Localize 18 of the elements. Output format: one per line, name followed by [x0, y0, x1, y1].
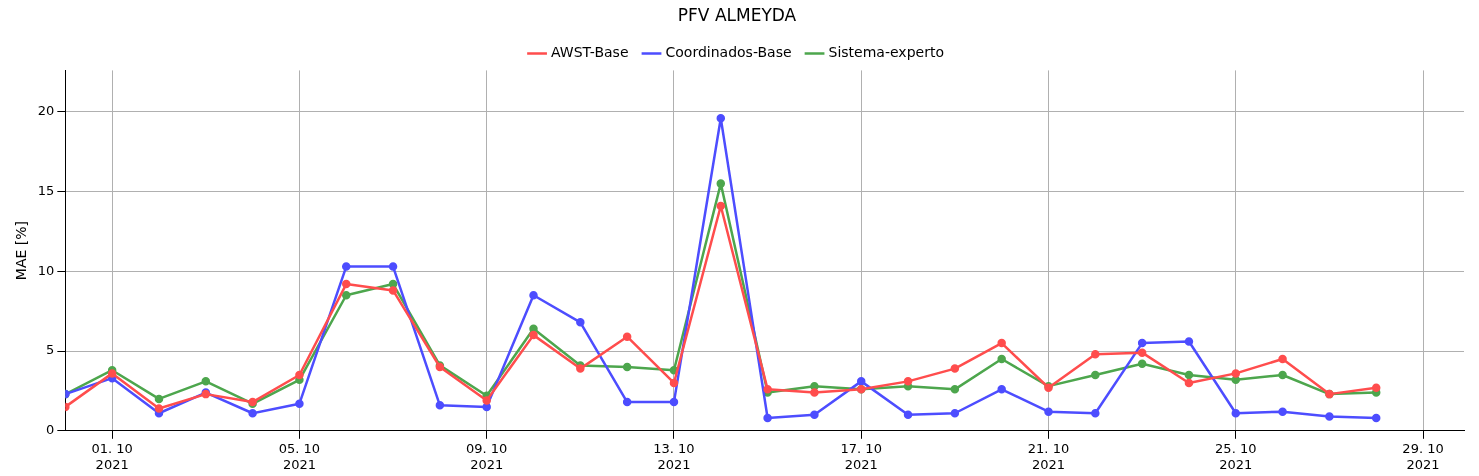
x-tick-label: 17. 10 2021 [840, 440, 882, 472]
x-tick-label: 29. 10 2021 [1402, 440, 1444, 472]
legend-label: Coordinados-Base [665, 44, 792, 61]
x-tick-label: 21. 10 2021 [1027, 440, 1070, 472]
y-tick-label: 0 [46, 422, 55, 438]
x-tick-label: 13. 10 2021 [653, 440, 695, 472]
x-tick-label: 09. 10 2021 [466, 440, 508, 472]
x-tick-label: 05. 10 2021 [278, 440, 321, 472]
chart-title: PFV ALMEYDA [677, 4, 797, 25]
y-axis-title: MAE [%] [13, 221, 30, 281]
x-tick-label: 25. 10 2021 [1215, 440, 1257, 472]
y-tick-label: 5 [46, 342, 55, 358]
y-tick-label: 20 [37, 103, 55, 119]
legend-label: Sistema-experto [828, 44, 944, 61]
y-tick-label: 15 [37, 182, 55, 198]
x-tick-label: 01. 10 2021 [91, 440, 133, 472]
y-tick-label: 10 [37, 262, 55, 278]
legend-label: AWST-Base [551, 44, 629, 61]
